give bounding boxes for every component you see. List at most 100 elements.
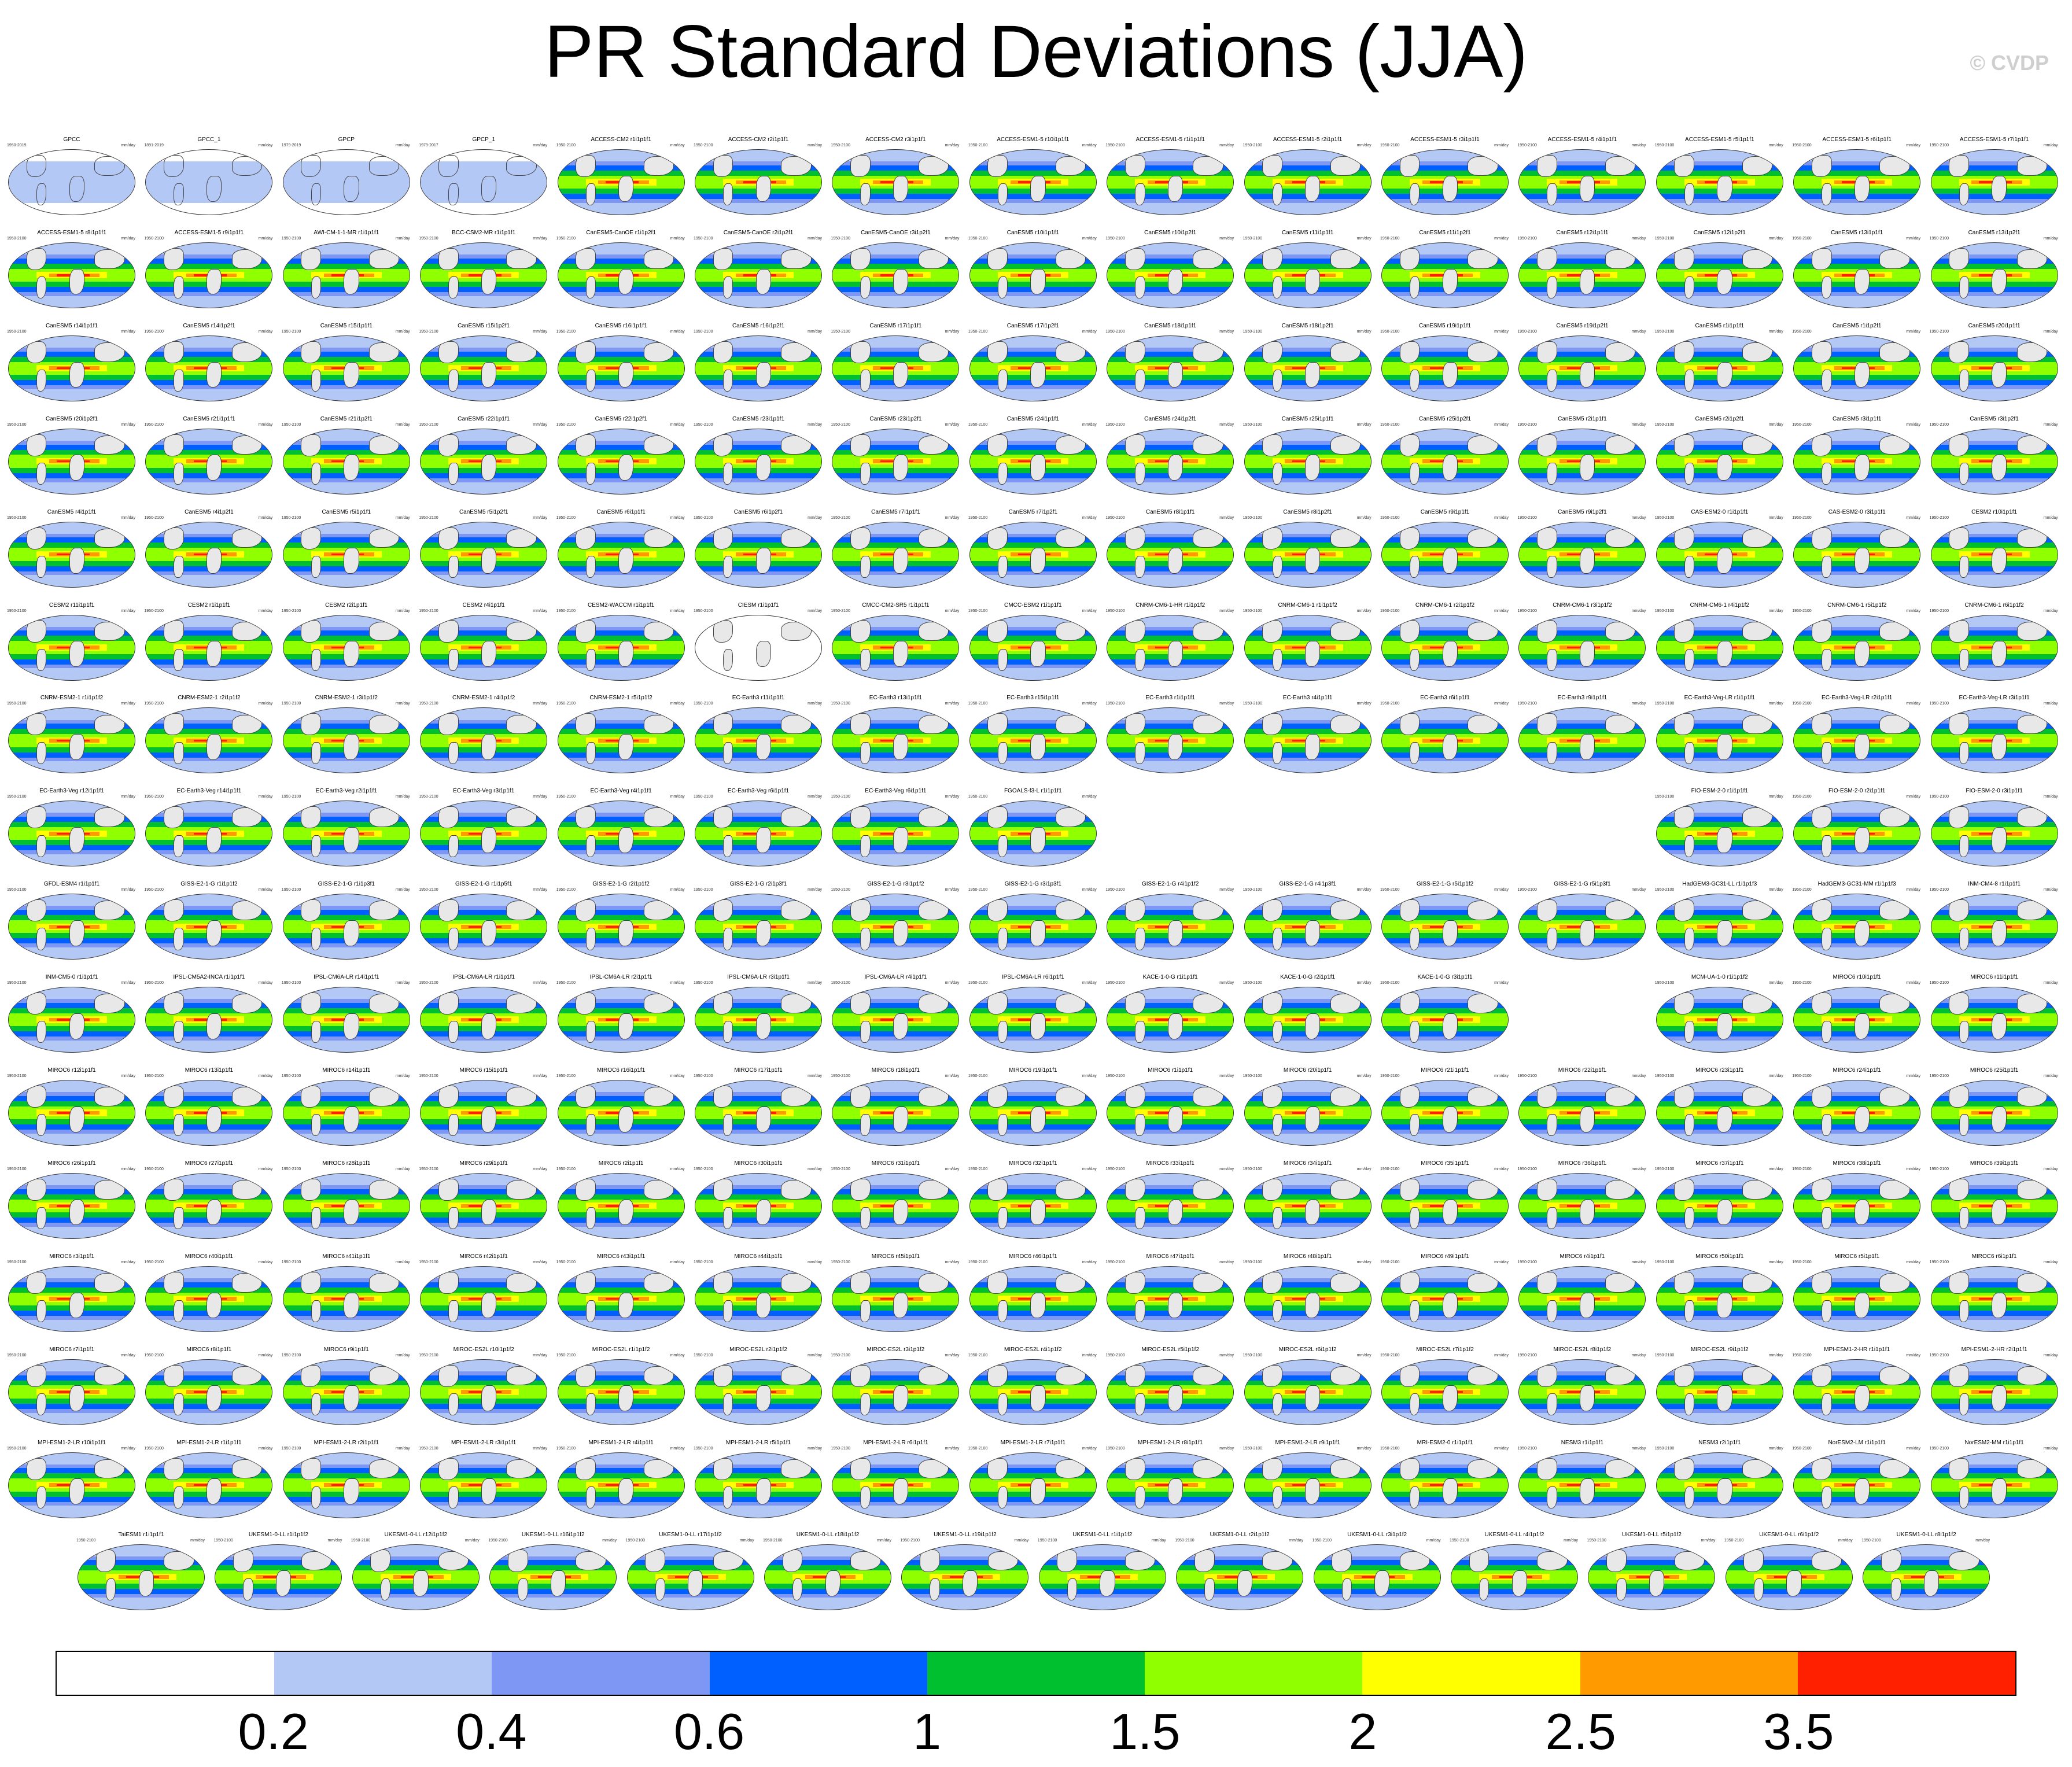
continent-outline: [1879, 1272, 1910, 1293]
panel-grid: GPCC 1950-2019 mm/day GPCC_1 1891-2019 mm/day…: [6, 137, 2060, 1614]
continent-outline: [1949, 993, 1969, 1015]
global-map: [1381, 1266, 1509, 1332]
panel-title: CNRM-CM6-1 r3i1p1f2: [1553, 602, 1612, 608]
continent-outline: [163, 806, 184, 829]
continent-outline: [94, 528, 125, 548]
panel-title: MPI-ESM1-2-LR r7i1p1f1: [1000, 1439, 1066, 1446]
continent-outline: [301, 434, 322, 456]
continent-outline: [1684, 276, 1695, 299]
global-map: [969, 149, 1097, 215]
continent-outline: [1605, 714, 1635, 735]
panel-units: mm/day: [1219, 236, 1234, 241]
panel-years: 1950-2100: [144, 795, 164, 799]
continent-outline: [438, 806, 459, 829]
panel-years: 1950-2100: [1792, 795, 1812, 799]
continent-outline: [1717, 1199, 1732, 1226]
map-panel: TaiESM1 r1i1p1f1 1950-2100 mm/day: [75, 1532, 207, 1614]
map-panel: ACCESS-ESM1-5 r7i1p1f1 1950-2100 mm/day: [1929, 137, 2060, 219]
global-map: [420, 1266, 548, 1332]
continent-outline: [506, 156, 537, 176]
continent-outline: [1811, 1085, 1832, 1108]
panel-title: MIROC6 r21i1p1f1: [1421, 1067, 1469, 1074]
global-map: [1793, 428, 1921, 495]
panel-title: GPCP_1: [472, 137, 495, 143]
continent-outline: [1272, 742, 1282, 764]
panel-title: GPCC_1: [197, 137, 221, 143]
continent-outline: [755, 1385, 771, 1412]
continent-outline: [1879, 528, 1910, 548]
global-map: [1381, 894, 1509, 960]
continent-outline: [860, 555, 871, 578]
continent-outline: [1822, 276, 1832, 299]
continent-outline: [850, 1085, 871, 1108]
panel-title: INM-CM4-8 r1i1p1f1: [1968, 881, 2021, 888]
continent-outline: [1442, 361, 1458, 388]
global-map: [8, 242, 135, 308]
map-panel: MIROC-ES2L r5i1p1f2 1950-2100 mm/day: [1104, 1347, 1236, 1429]
panel-years: 1950-2100: [1517, 888, 1537, 892]
map-panel: MIROC6 r50i1p1f1 1950-2100 mm/day: [1654, 1253, 1786, 1336]
continent-outline: [918, 249, 949, 269]
continent-outline: [755, 1013, 771, 1039]
continent-outline: [1135, 1021, 1145, 1043]
continent-outline: [448, 1300, 459, 1323]
panel-title: MCM-UA-1-0 r1i1p1f2: [1691, 974, 1748, 981]
continent-outline: [1879, 901, 1910, 920]
global-map: [1518, 894, 1646, 960]
continent-outline: [231, 901, 262, 920]
panel-title: CanESM5 r3i1p1f1: [1832, 415, 1882, 422]
panel-title: CMCC-ESM2 r1i1p1f1: [1004, 602, 1062, 608]
panel-years: 1950-2100: [556, 1446, 576, 1451]
continent-outline: [585, 1207, 596, 1230]
map-panel: GISS-E2-1-G r4i1p3f1 1950-2100 mm/day: [1242, 881, 1374, 963]
map-panel: CanESM5 r14i1p1f1 1950-2100 mm/day: [6, 323, 138, 405]
continent-outline: [1717, 548, 1732, 574]
panel-years: 1950-2100: [1654, 329, 1675, 334]
panel-title: CNRM-CM6-1 r6i1p1f2: [1964, 602, 2024, 608]
global-map: [1381, 1172, 1509, 1239]
panel-units: mm/day: [808, 236, 822, 241]
continent-outline: [755, 455, 771, 481]
panel-years: 1950-2100: [7, 1167, 27, 1171]
continent-outline: [369, 1180, 400, 1200]
panel-years: 1950-2100: [1792, 1167, 1812, 1171]
continent-outline: [1125, 1178, 1145, 1201]
map-panel: CAS-ESM2-0 r3i1p1f1 1950-2100 mm/day: [1791, 509, 1923, 591]
continent-outline: [713, 1364, 733, 1387]
panel-units: mm/day: [1082, 515, 1097, 520]
panel-title: NorESM2-MM r1i1p1f1: [1964, 1439, 2024, 1446]
panel-title: EC-Earth3 r9i1p1f1: [1557, 695, 1608, 702]
global-map: [8, 1359, 135, 1425]
map-panel: CMCC-CM2-SR5 r1i1p1f1 1950-2100 mm/day: [829, 602, 961, 684]
panel-title: CanESM5 r25i1p1f1: [1281, 415, 1334, 422]
panel-units: mm/day: [1494, 1074, 1509, 1078]
continent-outline: [1272, 276, 1282, 299]
continent-outline: [438, 154, 459, 178]
global-map: [1244, 242, 1371, 308]
continent-outline: [1341, 1578, 1352, 1600]
panel-title: EC-Earth3-Veg-LR r2i1p1f1: [1822, 695, 1893, 702]
global-map: [969, 521, 1097, 588]
map-panel: CESM2 r4i1p1f1 1950-2100 mm/day: [418, 602, 550, 684]
map-panel: UKESM1-0-LL r8i1p1f2 1950-2100 mm/day: [1860, 1532, 1992, 1614]
global-map: [557, 149, 685, 215]
panel-title: UKESM1-0-LL r16i1p1f2: [521, 1531, 585, 1538]
continent-outline: [655, 1578, 665, 1600]
panel-years: 1950-2100: [1105, 608, 1125, 613]
panel-units: mm/day: [121, 329, 135, 334]
global-map: [420, 801, 548, 867]
panel-units: mm/day: [1082, 1167, 1097, 1171]
map-panel: ACCESS-CM2 r2i1p1f1 1950-2100 mm/day: [692, 137, 824, 219]
global-map: [1656, 707, 1783, 774]
global-map: [1930, 707, 2058, 774]
map-panel: GISS-E2-1-G r2i1p3f1 1950-2100 mm/day: [692, 881, 824, 963]
colorbar-segment: [709, 1652, 927, 1695]
panel-title: CMCC-CM2-SR5 r1i1p1f1: [862, 602, 930, 608]
panel-title: ACCESS-CM2 r2i1p1f1: [728, 137, 789, 143]
map-panel: CNRM-CM6-1 r5i1p1f2 1950-2100 mm/day: [1791, 602, 1923, 684]
panel-title: ACCESS-ESM1-5 r6i1p1f1: [1822, 137, 1892, 143]
continent-outline: [174, 555, 184, 578]
map-panel: UKESM1-0-LL r1i1p1f2 1950-2100 mm/day: [212, 1532, 344, 1614]
continent-outline: [1606, 1550, 1627, 1572]
continent-outline: [1167, 1385, 1183, 1412]
